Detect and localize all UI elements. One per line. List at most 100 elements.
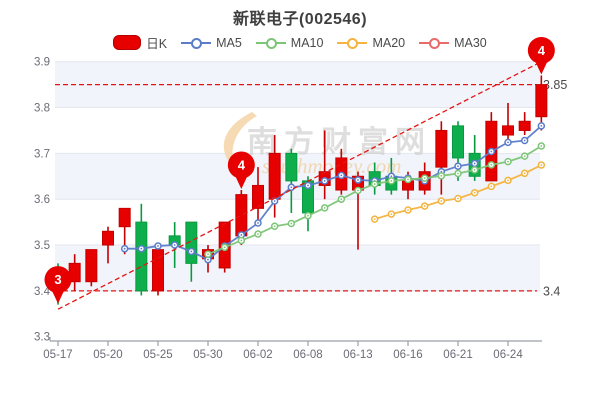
ma-marker-dot <box>373 218 376 221</box>
ma-marker-dot <box>440 200 443 202</box>
x-axis-label: 06-16 <box>393 349 422 361</box>
y-axis-label: 3.5 <box>34 240 50 252</box>
ma-marker-dot <box>223 246 226 249</box>
ma-marker-dot <box>423 205 426 207</box>
ma-marker-dot <box>307 214 309 217</box>
legend-item-ma5: MA5 <box>181 36 242 50</box>
candle-body-28 <box>518 120 531 131</box>
legend-item-ma20: MA20 <box>337 36 405 50</box>
ma-marker-dot <box>507 160 509 163</box>
x-axis-label: 06-21 <box>443 349 472 361</box>
annotation-pin <box>527 36 555 64</box>
annotation-pin <box>227 151 255 179</box>
ma-marker-dot <box>523 155 526 158</box>
legend-label: 日K <box>146 37 168 51</box>
ma-marker-dot <box>507 141 509 144</box>
ma-marker-dot <box>407 209 409 211</box>
ma-marker-dot <box>357 189 359 192</box>
ma-marker-dot <box>207 258 209 261</box>
ma-marker-dot <box>190 250 193 253</box>
ma-marker-dot <box>340 198 343 201</box>
legend-label: MA20 <box>372 35 406 50</box>
ma-marker-dot <box>273 200 276 202</box>
candle-body-14 <box>285 152 298 182</box>
candle-body-3 <box>102 230 115 246</box>
ma-marker-dot <box>473 162 476 165</box>
ma-line-icon <box>419 37 450 49</box>
ma-marker-dot <box>540 145 543 147</box>
ma-line-icon <box>337 37 368 49</box>
ma-marker-dot <box>423 177 426 180</box>
ma-marker-dot <box>390 175 393 178</box>
chart-title: 新联电子(002546) <box>232 11 368 28</box>
chart-legend: 日K MA5 MA10 MA20 MA30 <box>0 33 600 52</box>
legend-label: MA10 <box>290 35 324 50</box>
annotation-number: 3 <box>54 272 61 287</box>
x-axis-label: 05-30 <box>193 349 222 361</box>
ma-marker-dot <box>390 179 393 182</box>
ma-marker-dot <box>357 179 359 181</box>
legend-item-ma30: MA30 <box>419 36 487 50</box>
annotation-number: 4 <box>538 43 546 58</box>
ma-marker-dot <box>457 165 459 168</box>
y-axis-label: 3.8 <box>34 103 50 115</box>
ma-marker-dot <box>290 222 293 225</box>
x-axis-label: 06-02 <box>243 349 272 361</box>
legend-label: MA5 <box>216 35 242 50</box>
annotation-pin <box>44 266 72 294</box>
grid-band <box>55 245 540 291</box>
legend-label: MA30 <box>454 35 487 50</box>
candle-body-11 <box>235 194 248 237</box>
y-axis-label: 3.7 <box>34 148 50 160</box>
ma-marker-dot <box>290 186 293 189</box>
legend-item-日k: 日K <box>113 33 167 52</box>
x-axis-label: 05-20 <box>93 349 122 361</box>
candle-body-13 <box>268 152 281 200</box>
annotation-number: 4 <box>238 158 246 173</box>
x-axis-label: 06-24 <box>493 349 523 361</box>
ma-marker-dot <box>407 178 409 181</box>
legend-item-ma10: MA10 <box>255 35 324 50</box>
ma-marker-dot <box>123 247 126 250</box>
x-axis-label: 05-17 <box>43 349 72 361</box>
ma-marker-dot <box>273 225 276 228</box>
candle-body-2 <box>85 249 98 283</box>
x-axis-label: 06-13 <box>343 349 372 361</box>
x-axis-label: 05-25 <box>143 349 172 361</box>
candle-body-8 <box>185 221 198 264</box>
ma-line-icon <box>181 37 212 49</box>
ma-marker-dot <box>540 164 543 166</box>
ma-marker-dot <box>257 233 259 235</box>
ma-marker-dot <box>523 172 526 175</box>
level-label: 3.85 <box>543 78 567 92</box>
x-axis-label: 06-08 <box>293 349 322 361</box>
ma-marker-dot <box>507 179 509 182</box>
ma-marker-dot <box>240 239 243 242</box>
ma-marker-dot <box>490 163 493 166</box>
candle-body-4 <box>118 207 131 228</box>
ma-marker-dot <box>390 213 393 215</box>
candle-body-12 <box>252 184 265 209</box>
ma-marker-dot <box>323 179 326 182</box>
level-label: 3.4 <box>543 284 560 298</box>
ma-marker-dot <box>523 139 526 142</box>
ma-marker-dot <box>257 222 259 224</box>
ma-line-icon <box>255 37 286 49</box>
ma-marker-dot <box>307 184 309 187</box>
ma-marker-dot <box>340 174 343 177</box>
candle-swatch-icon <box>113 35 142 50</box>
ma-marker-dot <box>440 174 443 177</box>
candle-body-24 <box>452 125 465 159</box>
ma-marker-dot <box>490 150 493 153</box>
ma-marker-dot <box>140 247 143 250</box>
y-axis-label: 3.4 <box>34 286 51 298</box>
candle-body-23 <box>435 129 448 168</box>
candle-body-5 <box>135 221 148 292</box>
ma-marker-dot <box>323 207 326 209</box>
ma-marker-dot <box>207 253 209 256</box>
ma-marker-dot <box>473 168 476 171</box>
candle-body-27 <box>502 125 515 136</box>
ma-marker-dot <box>240 234 243 236</box>
